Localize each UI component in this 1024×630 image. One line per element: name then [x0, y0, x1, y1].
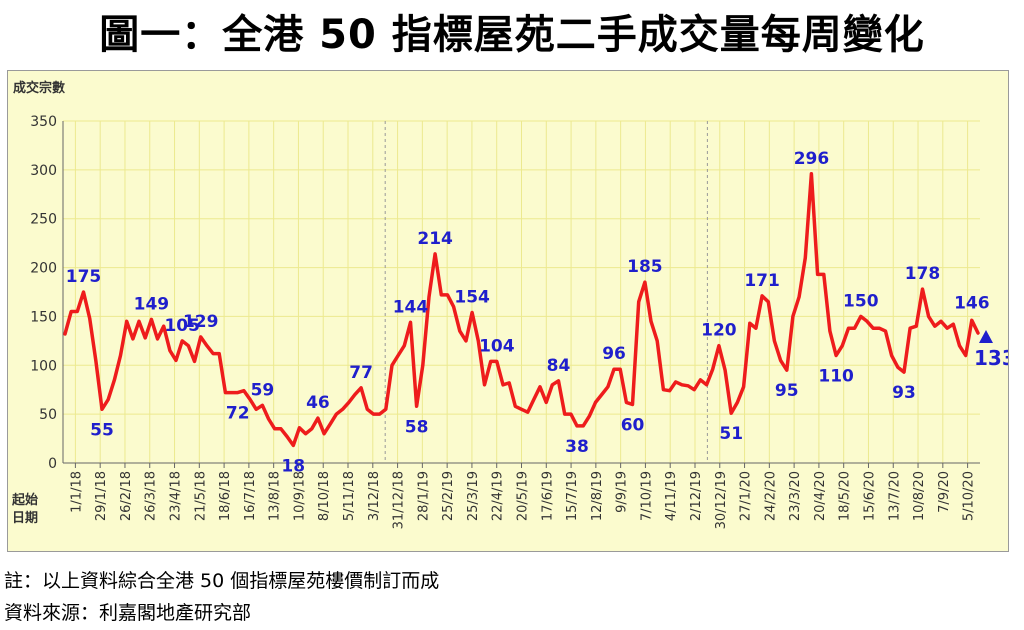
- axis-layer: 0 50 100 150 200 250 300 350 1/1/18 29/1/18 26/2/1…: [30, 114, 980, 529]
- x-tick-label: 24/2/20: [763, 471, 778, 521]
- line-chart: 成交宗數 起始 日期 0 50 100 150 200 250 300 350 1/1/18 29…: [8, 71, 1008, 551]
- y-tick-label: 350: [30, 114, 57, 130]
- x-tick-label: 2/12/19: [689, 471, 704, 521]
- x-tick-label: 15/6/20: [862, 471, 877, 521]
- x-tick-label: 23/4/18: [169, 471, 184, 521]
- data-label: 110: [818, 367, 854, 387]
- data-label: 51: [719, 424, 743, 444]
- data-label: 129: [183, 312, 219, 332]
- data-label: 105: [164, 316, 200, 336]
- x-tick-label: 5/11/18: [342, 471, 357, 521]
- data-label: 46: [306, 393, 330, 413]
- data-label: 296: [794, 149, 830, 169]
- x-tick-label: 27/1/20: [739, 471, 754, 521]
- x-tick-label: 26/2/18: [119, 471, 134, 521]
- latest-marker-triangle: [979, 330, 993, 344]
- x-tick-label: 17/6/19: [540, 471, 555, 521]
- x-axis-label-line-2: 日期: [12, 511, 38, 526]
- data-label: 120: [701, 321, 737, 341]
- data-label: 18: [281, 456, 305, 476]
- x-tick-label: 20/5/19: [516, 471, 531, 521]
- x-tick-label: 4/11/19: [664, 471, 679, 521]
- data-label: 146: [954, 293, 990, 313]
- y-tick-label: 100: [30, 358, 57, 374]
- x-tick-label: 13/8/18: [268, 471, 283, 521]
- y-tick-label: 300: [30, 163, 57, 179]
- series-line: [63, 172, 980, 448]
- x-tick-label: 30/12/19: [714, 471, 729, 529]
- data-label: 93: [892, 383, 916, 403]
- x-axis-label-line-1: 起始: [11, 492, 38, 508]
- data-label: 72: [226, 404, 250, 424]
- x-tick-label: 7/9/20: [937, 471, 952, 513]
- y-tick-label: 200: [30, 261, 57, 277]
- x-tick-label: 25/3/19: [466, 471, 481, 521]
- chart-frame: 成交宗數 起始 日期 0 50 100 150 200 250 300 350 1/1/18 29…: [7, 70, 1009, 552]
- footnote: 註：以上資料綜合全港 50 個指標屋苑樓價制訂而成: [4, 570, 440, 592]
- data-label: 185: [627, 257, 663, 277]
- y-tick-label: 250: [30, 212, 57, 228]
- x-tick-label: 26/3/18: [144, 471, 159, 521]
- y-tick-label: 50: [39, 407, 57, 423]
- data-label: 38: [565, 437, 589, 457]
- x-tick-label: 8/10/18: [317, 471, 332, 521]
- data-label: 77: [349, 363, 373, 383]
- x-tick-label: 13/7/20: [887, 471, 902, 521]
- data-label: 175: [66, 267, 102, 287]
- data-label: 149: [134, 294, 170, 314]
- x-tick-label: 15/7/19: [565, 471, 580, 521]
- x-tick-label: 10/9/18: [292, 471, 307, 521]
- data-label: 95: [775, 381, 799, 401]
- grid-layer: [63, 120, 980, 463]
- y-tick-label: 150: [30, 309, 57, 325]
- x-tick-label: 1/1/18: [69, 471, 84, 513]
- data-label: 133: [974, 346, 1008, 370]
- y-tick-label: 0: [48, 456, 57, 472]
- x-tick-label: 29/1/18: [94, 471, 109, 521]
- x-tick-label: 10/8/20: [912, 471, 927, 521]
- x-tick-label: 25/2/19: [441, 471, 456, 521]
- x-tick-label: 9/9/19: [615, 471, 630, 513]
- data-label: 96: [602, 344, 626, 364]
- x-tick-label: 12/8/19: [590, 471, 605, 521]
- x-tick-label: 21/5/18: [193, 471, 208, 521]
- x-tick-label: 7/10/19: [639, 471, 654, 521]
- data-label: 104: [479, 336, 515, 356]
- x-tick-label: 28/1/19: [416, 471, 431, 521]
- x-tick-label: 18/6/18: [218, 471, 233, 521]
- data-label: 214: [417, 229, 453, 249]
- x-tick-label: 18/5/20: [838, 471, 853, 521]
- x-tick-label: 23/3/20: [788, 471, 803, 521]
- page-title: 圖一：全港 50 指標屋苑二手成交量每周變化: [99, 12, 925, 58]
- data-label: 171: [744, 271, 780, 291]
- data-label: 154: [454, 288, 490, 308]
- x-tick-label: 31/12/18: [392, 471, 407, 529]
- data-label: 84: [547, 356, 571, 376]
- source-note: 資料來源：利嘉閣地產研究部: [4, 602, 252, 624]
- x-tick-label: 5/10/20: [962, 471, 977, 521]
- data-label: 144: [393, 297, 429, 317]
- data-label: 178: [905, 264, 941, 284]
- data-label: 58: [405, 417, 429, 437]
- x-tick-label: 3/12/18: [367, 471, 382, 521]
- x-tick-label: 16/7/18: [243, 471, 258, 521]
- data-label: 150: [843, 291, 879, 311]
- data-label: 55: [90, 420, 114, 440]
- series-layer: [63, 172, 993, 448]
- y-axis-label: 成交宗數: [13, 80, 65, 96]
- x-tick-label: 20/4/20: [813, 471, 828, 521]
- x-tick-label: 22/4/19: [491, 471, 506, 521]
- data-label: 60: [621, 415, 645, 435]
- data-label: 59: [251, 380, 275, 400]
